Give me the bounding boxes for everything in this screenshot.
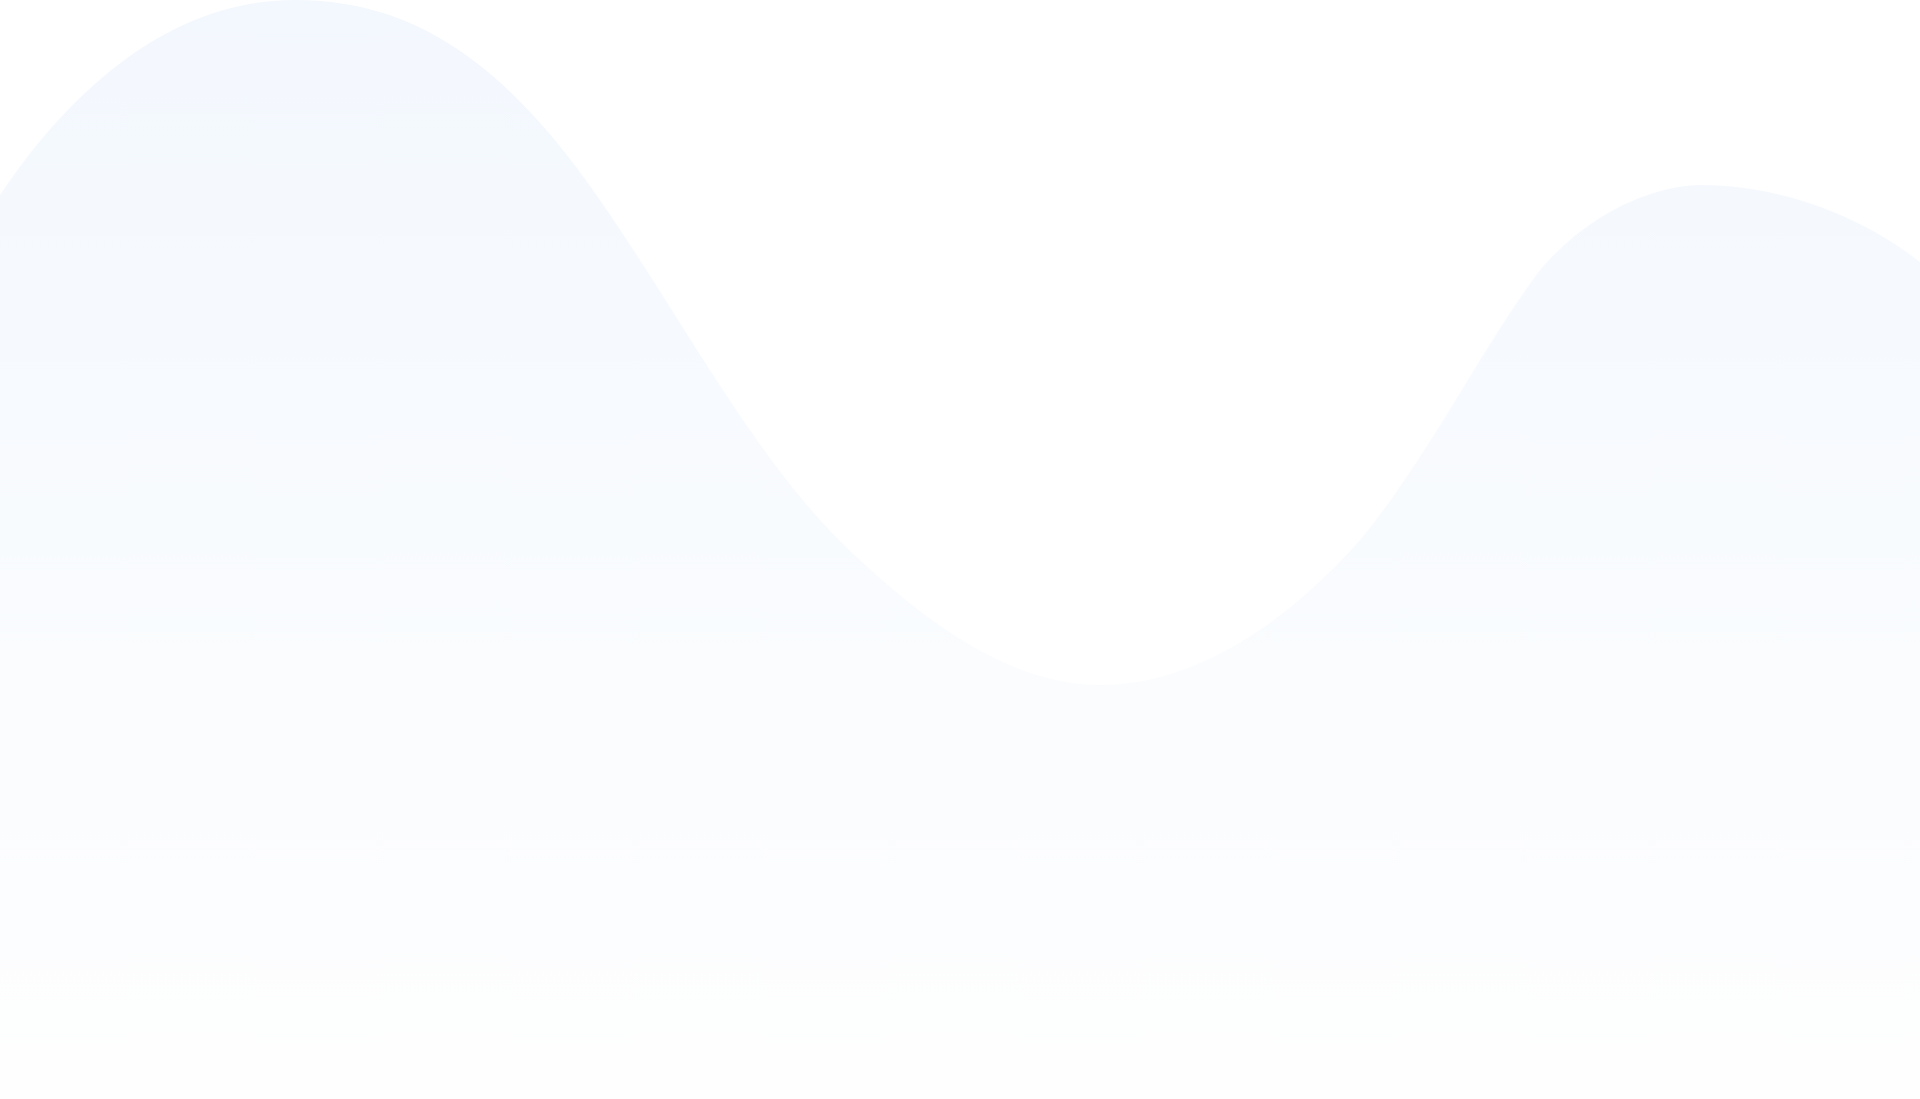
wave-path: [0, 0, 1920, 1099]
wave-background-shape: [0, 0, 1920, 1099]
page-background: [0, 0, 1920, 1099]
